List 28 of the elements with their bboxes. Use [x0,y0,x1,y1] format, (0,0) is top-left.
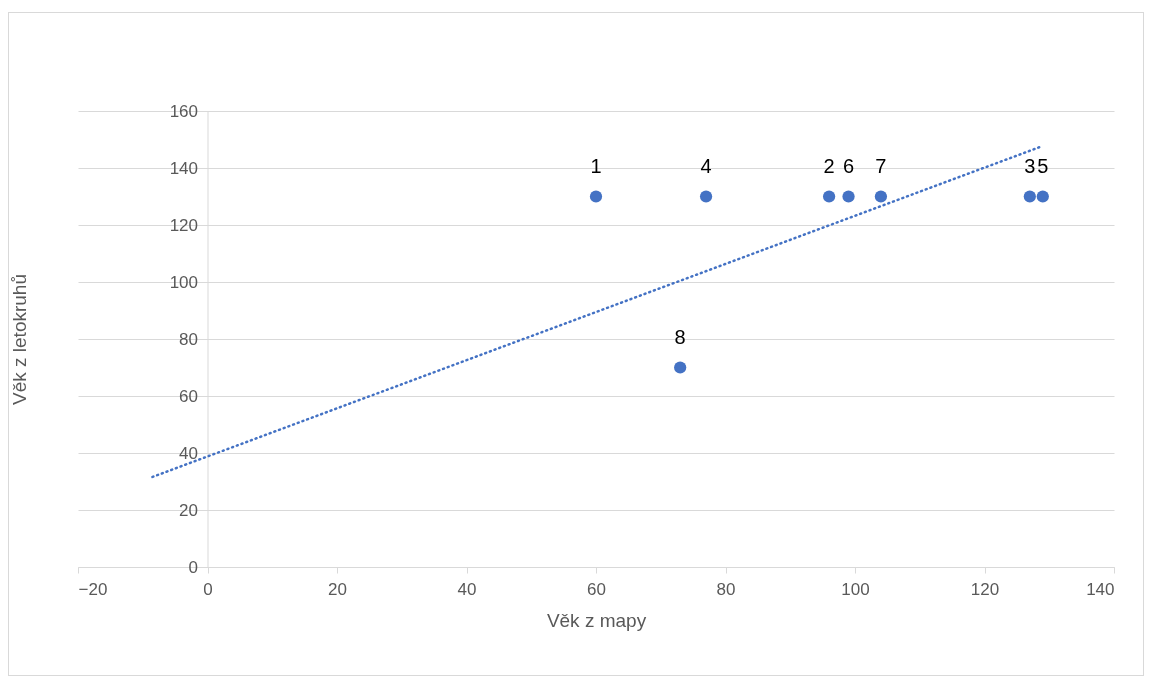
y-tick-label: 100 [169,272,198,292]
annotation: 4 [700,154,712,177]
x-tick-label: 40 [457,579,477,599]
y-tick-label: 60 [179,386,198,406]
annotation: 5 [1037,154,1049,177]
annotation: 3 [1024,154,1036,177]
y-tick-label: 160 [169,101,198,121]
y-tick-label: 80 [179,329,198,349]
x-tick-label: 120 [970,579,1000,599]
x-tick-label: 20 [328,579,347,599]
y-tick-label: 20 [179,500,198,520]
y-tick-label: 0 [188,557,198,577]
x-tick-label: 100 [841,579,870,599]
annotation: 1 [590,154,602,177]
x-tick-label: −20 [78,579,108,599]
y-axis-title: Věk z letokruhů [9,274,31,405]
annotation: 8 [674,325,686,348]
annotation: 7 [875,154,887,177]
y-tick-label: 120 [169,215,198,235]
x-tick-label: 60 [587,579,606,599]
y-tick-label: 40 [179,443,198,463]
annotation: 2 [823,154,835,177]
annotation: 6 [842,154,855,177]
x-tick-label: 80 [716,579,736,599]
x-tick-label: 140 [1086,579,1115,599]
x-axis-title: Věk z mapy [546,609,647,631]
y-tick-label: 140 [169,158,198,178]
x-tick-label: 0 [203,579,213,599]
